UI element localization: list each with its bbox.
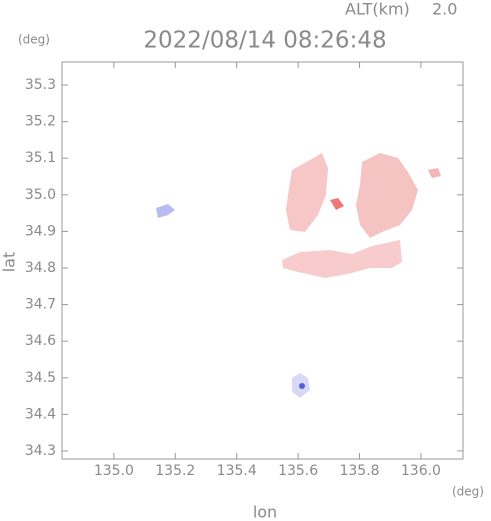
echo-cell xyxy=(299,383,305,389)
y-tick-label: 35.0 xyxy=(25,187,56,203)
y-axis-label: lat xyxy=(0,252,19,273)
y-tick-label: 34.7 xyxy=(25,297,56,313)
x-tick-label: 135.6 xyxy=(278,463,318,479)
echo-region xyxy=(282,240,402,278)
echo-regions xyxy=(156,153,441,398)
y-tick-label: 34.8 xyxy=(25,260,56,276)
plot-frame xyxy=(61,61,464,460)
echo-region xyxy=(156,204,175,218)
x-tick-label: 135.4 xyxy=(217,463,257,479)
altitude-value: 2.0 xyxy=(432,0,457,19)
echo-region xyxy=(286,153,328,232)
x-tick-label: 136.0 xyxy=(401,463,441,479)
chart-title: 2022/08/14 08:26:48 xyxy=(143,28,386,54)
y-tick-label: 35.1 xyxy=(25,150,56,166)
x-tick-label: 135.2 xyxy=(155,463,195,479)
y-tick-label: 34.4 xyxy=(25,406,56,422)
x-tick-label: 135.8 xyxy=(339,463,379,479)
echo-region xyxy=(330,198,344,210)
y-tick-label: 35.3 xyxy=(25,77,56,93)
y-unit: (deg) xyxy=(18,33,50,47)
y-tick-label: 34.5 xyxy=(25,370,56,386)
y-tick-label: 34.9 xyxy=(25,223,56,239)
altitude-label: ALT(km) xyxy=(345,0,410,19)
x-axis-label: lon xyxy=(253,503,277,521)
x-unit: (deg) xyxy=(452,485,484,499)
y-tick-label: 35.2 xyxy=(25,114,56,130)
y-tick-label: 34.3 xyxy=(25,443,56,459)
echo-region xyxy=(428,168,441,178)
x-tick-label: 135.0 xyxy=(94,463,134,479)
y-tick-label: 34.6 xyxy=(25,333,56,349)
echo-region xyxy=(356,153,418,238)
